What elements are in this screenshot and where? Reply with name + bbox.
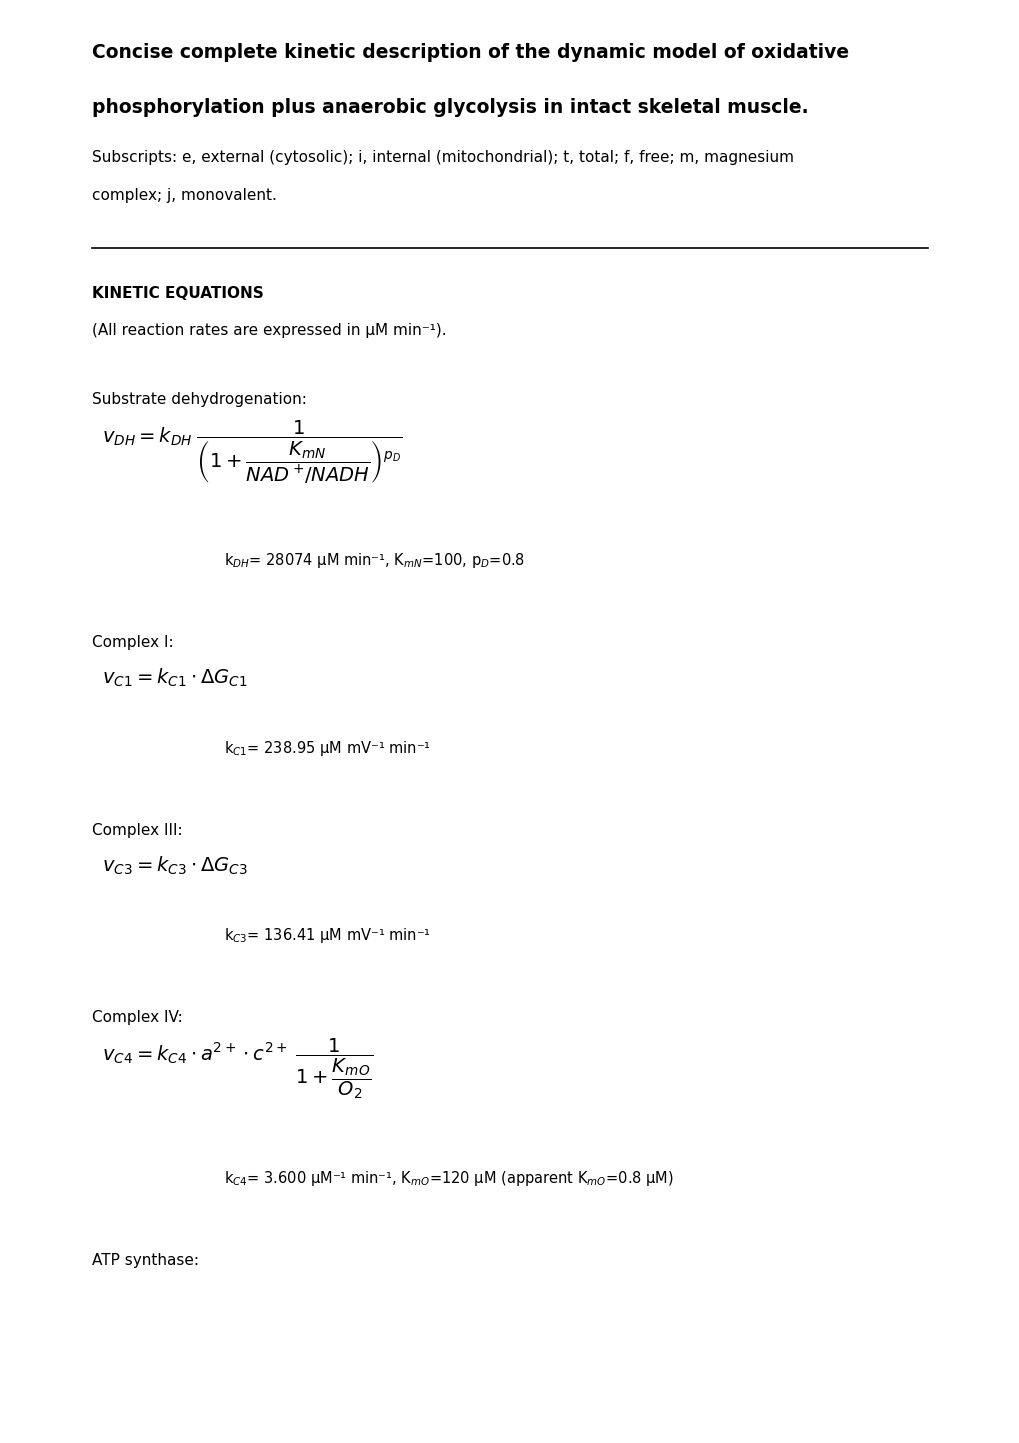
Text: k$_{C3}$= 136.41 μM mV⁻¹ min⁻¹: k$_{C3}$= 136.41 μM mV⁻¹ min⁻¹ — [224, 926, 431, 945]
Text: k$_{C1}$= 238.95 μM mV⁻¹ min⁻¹: k$_{C1}$= 238.95 μM mV⁻¹ min⁻¹ — [224, 739, 431, 758]
Text: $v_{C4} = k_{C4} \cdot a^{2+} \cdot c^{2+} \; \dfrac{1}{1+\dfrac{K_{mO}}{O_2}}$: $v_{C4} = k_{C4} \cdot a^{2+} \cdot c^{2… — [102, 1036, 373, 1101]
Text: k$_{DH}$= 28074 μM min⁻¹, K$_{mN}$=100, p$_D$=0.8: k$_{DH}$= 28074 μM min⁻¹, K$_{mN}$=100, … — [224, 551, 525, 570]
Text: phosphorylation plus anaerobic glycolysis in intact skeletal muscle.: phosphorylation plus anaerobic glycolysi… — [92, 98, 808, 117]
Text: (All reaction rates are expressed in μM min⁻¹).: (All reaction rates are expressed in μM … — [92, 323, 446, 338]
Text: KINETIC EQUATIONS: KINETIC EQUATIONS — [92, 286, 263, 300]
Text: Complex IV:: Complex IV: — [92, 1010, 182, 1025]
Text: $v_{C3} = k_{C3} \cdot \Delta G_{C3}$: $v_{C3} = k_{C3} \cdot \Delta G_{C3}$ — [102, 854, 248, 876]
Text: Substrate dehydrogenation:: Substrate dehydrogenation: — [92, 392, 307, 407]
Text: Concise complete kinetic description of the dynamic model of oxidative: Concise complete kinetic description of … — [92, 43, 848, 62]
Text: Complex I:: Complex I: — [92, 635, 173, 649]
Text: complex; j, monovalent.: complex; j, monovalent. — [92, 188, 276, 202]
Text: k$_{C4}$= 3.600 μM⁻¹ min⁻¹, K$_{mO}$=120 μM (apparent K$_{mO}$=0.8 μM): k$_{C4}$= 3.600 μM⁻¹ min⁻¹, K$_{mO}$=120… — [224, 1169, 674, 1188]
Text: $v_{C1} = k_{C1} \cdot \Delta G_{C1}$: $v_{C1} = k_{C1} \cdot \Delta G_{C1}$ — [102, 667, 248, 688]
Text: ATP synthase:: ATP synthase: — [92, 1253, 199, 1267]
Text: Subscripts: e, external (cytosolic); i, internal (mitochondrial); t, total; f, f: Subscripts: e, external (cytosolic); i, … — [92, 150, 793, 165]
Text: Complex III:: Complex III: — [92, 823, 182, 837]
Text: $v_{DH} = k_{DH} \; \dfrac{1}{\left(1+ \dfrac{K_{mN}}{NAD^+\!/NADH}\right)^{p_D}: $v_{DH} = k_{DH} \; \dfrac{1}{\left(1+ \… — [102, 418, 401, 485]
